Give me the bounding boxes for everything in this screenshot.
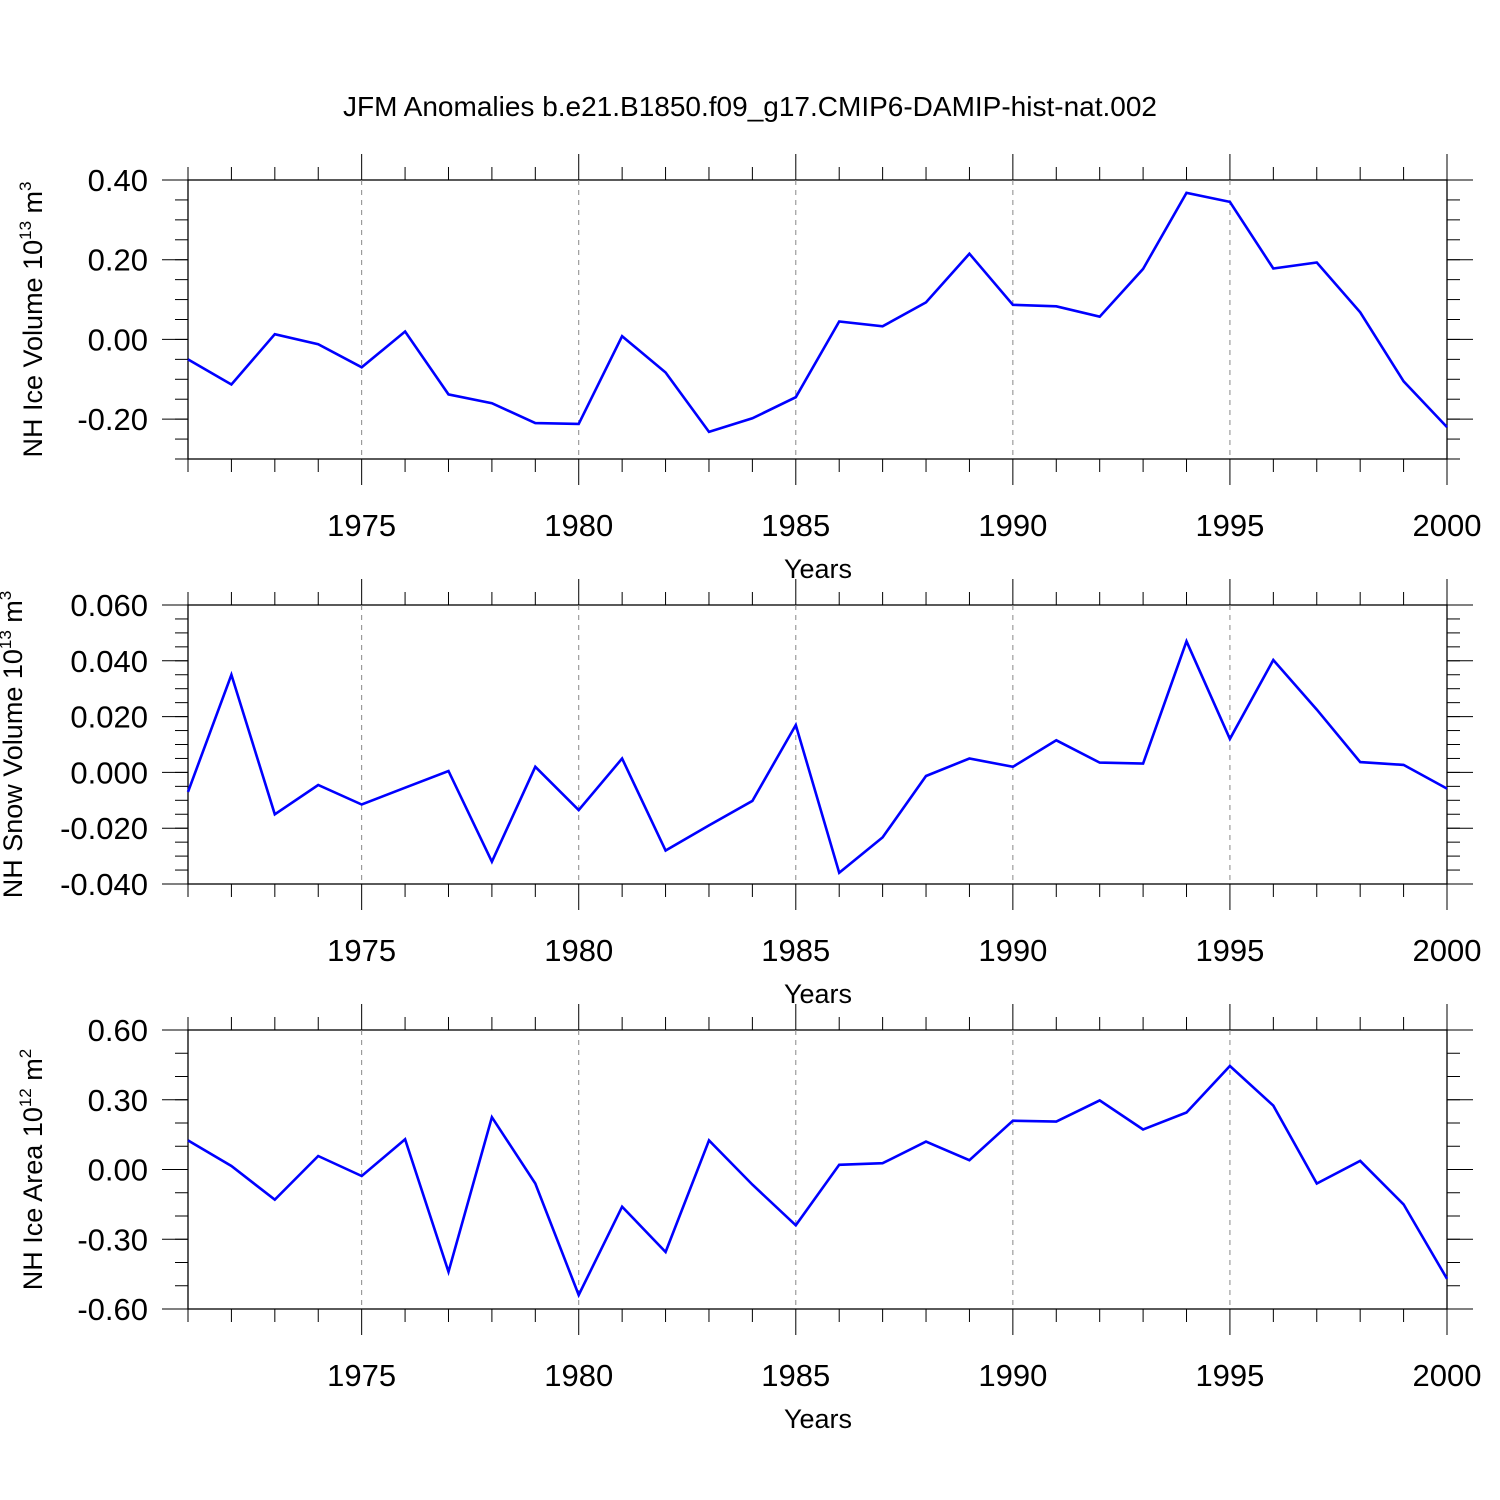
x-tick-label: 2000 (1413, 1358, 1482, 1393)
x-tick-label: 1975 (327, 508, 396, 543)
x-tick-label: 1995 (1195, 508, 1264, 543)
x-tick-label: 1985 (761, 1358, 830, 1393)
x-tick-label: 1995 (1195, 1358, 1264, 1393)
y-tick-label: 0.040 (70, 644, 148, 679)
y-tick-label: -0.040 (60, 867, 148, 902)
plot-frame (187, 179, 1448, 460)
y-axis-label: NH Snow Volume 1013 m3 (0, 591, 28, 899)
data-series-line (187, 191, 1448, 434)
y-tick-label: 0.40 (88, 163, 148, 198)
x-axis-label: Years (784, 554, 852, 584)
y-tick-label: 0.000 (70, 755, 148, 790)
y-tick-label: 0.020 (70, 700, 148, 735)
y-tick-label: 0.00 (88, 1153, 148, 1188)
chart-title: JFM Anomalies b.e21.B1850.f09_g17.CMIP6-… (343, 91, 1157, 122)
y-tick-label: 0.30 (88, 1083, 148, 1118)
x-tick-label: 1980 (544, 933, 613, 968)
x-axis-label: Years (784, 979, 852, 1009)
x-tick-label: 1980 (544, 1358, 613, 1393)
x-tick-label: 2000 (1413, 933, 1482, 968)
x-tick-label: 1990 (978, 1358, 1047, 1393)
x-tick-label: 1980 (544, 508, 613, 543)
x-tick-label: 1985 (761, 508, 830, 543)
x-tick-label: 1995 (1195, 933, 1264, 968)
panels: -0.20 0.00 0.20 0.40 1975 1980 1985 1990 1995 200… (0, 154, 1481, 1434)
chart-panel-3: -0.60 -0.30 0.00 0.30 0.60 1975 1980 1985 1990 19… (16, 1004, 1481, 1434)
y-tick-label: -0.020 (60, 811, 148, 846)
x-tick-label: 1975 (327, 933, 396, 968)
x-tick-label: 1990 (978, 933, 1047, 968)
y-axis-label: NH Ice Area 1012 m2 (16, 1049, 48, 1290)
x-tick-label: 1990 (978, 508, 1047, 543)
y-axis-label: NH Ice Volume 1013 m3 (16, 182, 48, 458)
chart-panel-1: -0.20 0.00 0.20 0.40 1975 1980 1985 1990 1995 200… (16, 154, 1481, 584)
x-axis-label: Years (784, 1404, 852, 1434)
y-tick-label: 0.20 (88, 243, 148, 278)
y-tick-label: 0.060 (70, 588, 148, 623)
y-tick-label: -0.20 (77, 402, 148, 437)
data-series-line (186, 637, 1448, 876)
y-tick-label: 0.00 (88, 322, 148, 357)
y-tick-label: 0.60 (88, 1013, 148, 1048)
plot-frame (187, 1029, 1448, 1310)
plot-frame (187, 604, 1448, 885)
x-tick-label: 1985 (761, 933, 830, 968)
x-tick-label: 1975 (327, 1358, 396, 1393)
x-tick-label: 2000 (1413, 508, 1482, 543)
chart-panel-2: -0.040 -0.020 0.000 0.020 0.040 0.060 1975 1980… (0, 579, 1481, 1009)
data-series-line (187, 1064, 1449, 1299)
y-tick-label: -0.30 (77, 1222, 148, 1257)
y-tick-label: -0.60 (77, 1292, 148, 1327)
